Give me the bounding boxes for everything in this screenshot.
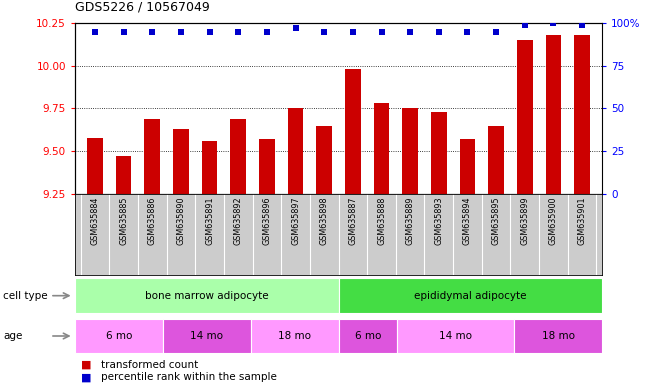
Bar <box>488 126 504 194</box>
Text: epididymal adipocyte: epididymal adipocyte <box>414 291 527 301</box>
Bar <box>517 40 533 194</box>
Bar <box>402 109 418 194</box>
Text: transformed count: transformed count <box>101 360 198 370</box>
Bar <box>230 119 246 194</box>
Point <box>519 22 530 28</box>
Text: age: age <box>3 331 23 341</box>
Text: GSM635900: GSM635900 <box>549 196 558 245</box>
Bar <box>316 126 332 194</box>
Bar <box>374 103 389 194</box>
Bar <box>116 156 132 194</box>
Bar <box>339 278 602 313</box>
Text: 18 mo: 18 mo <box>542 331 575 341</box>
Text: 6 mo: 6 mo <box>105 331 132 341</box>
Bar <box>339 319 397 353</box>
Point <box>548 20 559 26</box>
Bar <box>345 69 361 194</box>
Bar <box>202 141 217 194</box>
Point <box>405 28 415 35</box>
Text: GSM635887: GSM635887 <box>348 196 357 245</box>
Text: GSM635885: GSM635885 <box>119 196 128 245</box>
Text: GSM635886: GSM635886 <box>148 196 157 245</box>
Point <box>176 28 186 35</box>
Text: GSM635891: GSM635891 <box>205 196 214 245</box>
Text: ■: ■ <box>81 372 92 382</box>
Point <box>262 28 272 35</box>
Text: GSM635896: GSM635896 <box>262 196 271 245</box>
Text: GSM635884: GSM635884 <box>90 196 100 245</box>
Bar <box>259 139 275 194</box>
Text: bone marrow adipocyte: bone marrow adipocyte <box>145 291 268 301</box>
Bar <box>145 119 160 194</box>
Bar <box>163 319 251 353</box>
Point <box>491 28 501 35</box>
Point <box>118 28 129 35</box>
Point <box>434 28 444 35</box>
Text: GSM635901: GSM635901 <box>577 196 587 245</box>
Text: GSM635894: GSM635894 <box>463 196 472 245</box>
Point <box>233 28 243 35</box>
Bar <box>75 278 339 313</box>
Point <box>204 28 215 35</box>
Point <box>376 28 387 35</box>
Text: 14 mo: 14 mo <box>439 331 472 341</box>
Text: 6 mo: 6 mo <box>355 331 381 341</box>
Text: GSM635899: GSM635899 <box>520 196 529 245</box>
Bar <box>514 319 602 353</box>
Text: GSM635893: GSM635893 <box>434 196 443 245</box>
Bar <box>251 319 339 353</box>
Bar <box>431 112 447 194</box>
Text: GSM635890: GSM635890 <box>176 196 186 245</box>
Text: GSM635895: GSM635895 <box>492 196 501 245</box>
Bar <box>574 35 590 194</box>
Text: percentile rank within the sample: percentile rank within the sample <box>101 372 277 382</box>
Bar <box>75 319 163 353</box>
Text: 18 mo: 18 mo <box>278 331 311 341</box>
Point <box>348 28 358 35</box>
Text: GSM635892: GSM635892 <box>234 196 243 245</box>
Bar <box>460 139 475 194</box>
Bar <box>173 129 189 194</box>
Bar <box>397 319 514 353</box>
Text: GSM635888: GSM635888 <box>377 196 386 245</box>
Point <box>577 22 587 28</box>
Text: GDS5226 / 10567049: GDS5226 / 10567049 <box>75 0 210 13</box>
Text: GSM635897: GSM635897 <box>291 196 300 245</box>
Point <box>319 28 329 35</box>
Bar <box>87 137 103 194</box>
Text: GSM635889: GSM635889 <box>406 196 415 245</box>
Text: GSM635898: GSM635898 <box>320 196 329 245</box>
Bar <box>546 35 561 194</box>
Point <box>90 28 100 35</box>
Text: ■: ■ <box>81 360 92 370</box>
Text: 14 mo: 14 mo <box>190 331 223 341</box>
Bar <box>288 109 303 194</box>
Text: cell type: cell type <box>3 291 48 301</box>
Point <box>462 28 473 35</box>
Point <box>290 25 301 31</box>
Point <box>147 28 158 35</box>
